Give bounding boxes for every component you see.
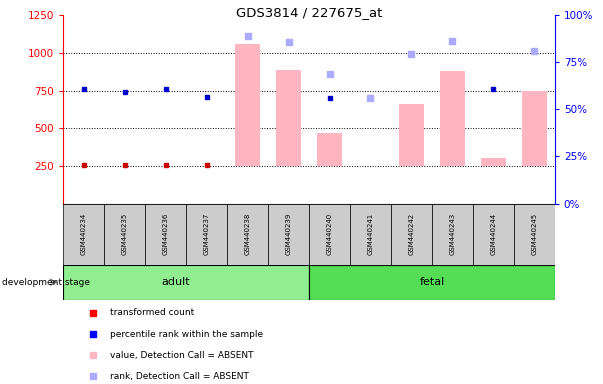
- Text: GDS3814 / 227675_at: GDS3814 / 227675_at: [236, 6, 382, 19]
- Bar: [391, 204, 432, 265]
- Text: value, Detection Call = ABSENT: value, Detection Call = ABSENT: [110, 351, 254, 360]
- Bar: [276, 70, 301, 166]
- Bar: [399, 104, 424, 166]
- Text: GSM440243: GSM440243: [449, 213, 455, 255]
- Bar: [186, 204, 227, 265]
- Bar: [481, 158, 505, 166]
- Text: rank, Detection Call = ABSENT: rank, Detection Call = ABSENT: [110, 372, 249, 381]
- Text: GSM440242: GSM440242: [408, 213, 414, 255]
- Bar: [235, 44, 260, 166]
- Bar: [104, 204, 145, 265]
- Bar: [522, 91, 546, 166]
- Bar: [309, 204, 350, 265]
- Text: GSM440245: GSM440245: [531, 213, 537, 255]
- Bar: [268, 204, 309, 265]
- Text: GSM440244: GSM440244: [490, 213, 496, 255]
- Bar: [227, 204, 268, 265]
- Bar: [473, 204, 514, 265]
- Text: fetal: fetal: [419, 277, 444, 287]
- Text: adult: adult: [162, 277, 191, 287]
- Bar: [432, 204, 473, 265]
- Text: transformed count: transformed count: [110, 308, 195, 318]
- Bar: [317, 133, 342, 166]
- Bar: [514, 204, 555, 265]
- Bar: [350, 204, 391, 265]
- Text: development stage: development stage: [2, 278, 90, 287]
- Text: GSM440240: GSM440240: [326, 213, 332, 255]
- Text: GSM440241: GSM440241: [367, 213, 373, 255]
- Text: GSM440237: GSM440237: [204, 213, 210, 255]
- Bar: [145, 204, 186, 265]
- Text: GSM440236: GSM440236: [163, 213, 169, 255]
- Text: percentile rank within the sample: percentile rank within the sample: [110, 329, 264, 339]
- Bar: [63, 265, 309, 300]
- Text: GSM440239: GSM440239: [286, 213, 292, 255]
- Bar: [63, 204, 104, 265]
- Bar: [440, 71, 465, 166]
- Text: GSM440238: GSM440238: [245, 213, 251, 255]
- Bar: [309, 265, 555, 300]
- Text: GSM440234: GSM440234: [81, 213, 87, 255]
- Text: GSM440235: GSM440235: [122, 213, 128, 255]
